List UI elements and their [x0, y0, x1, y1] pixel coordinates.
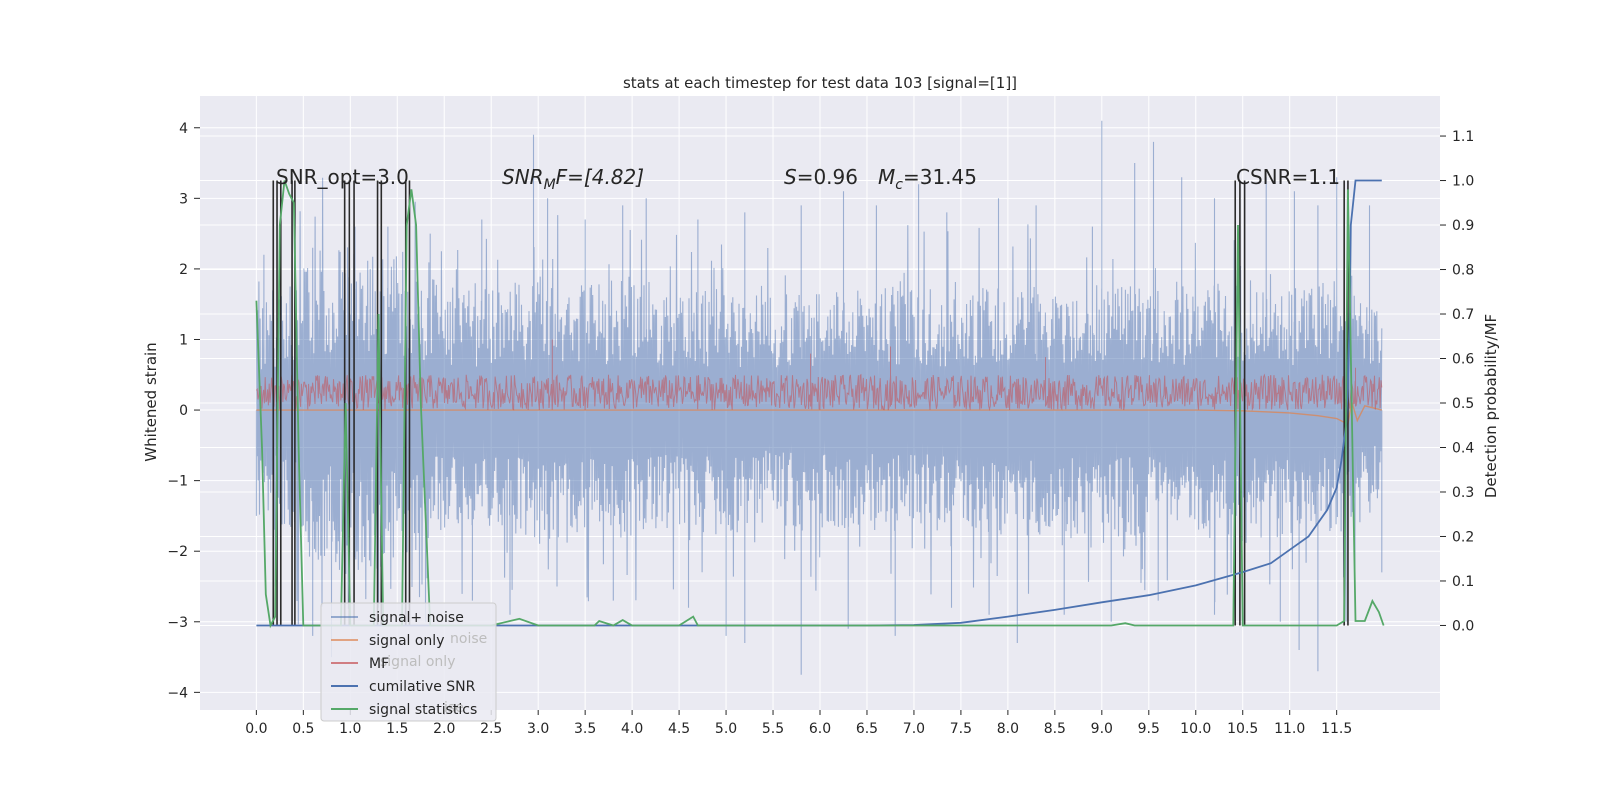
- x-tick-label: 9.5: [1138, 721, 1160, 737]
- legend-box: [320, 602, 497, 722]
- x-tick-label: 1.0: [339, 721, 361, 737]
- y2-tick-label: 1.0: [1452, 174, 1474, 190]
- y2-ticks: 1.1 1.0 0.9 0.8 0.7 0.6 0.5 0.4 0.3 0.2 0.1 0.0: [1440, 129, 1474, 634]
- y-tick-label: 1: [179, 332, 188, 348]
- legend-label-signal-statistics: signal statistics: [369, 702, 477, 718]
- y-tick-label: −3: [167, 615, 188, 631]
- legend-label-mf: MF: [369, 656, 389, 672]
- y2-tick-label: 0.4: [1452, 440, 1474, 456]
- legend-label-signal-noise: signal+ noise: [369, 610, 464, 626]
- x-tick-label: 8.0: [997, 721, 1019, 737]
- y-tick-label: −2: [167, 544, 188, 560]
- x-tick-label: 8.5: [1044, 721, 1066, 737]
- x-tick-label: 2.5: [480, 721, 502, 737]
- x-tick-label: 3.0: [527, 721, 549, 737]
- cumilative-snr-line: [256, 179, 1382, 627]
- x-tick-label: 2.0: [433, 721, 455, 737]
- annotation-csnr: CSNR=1.1: [1236, 165, 1340, 189]
- legend-ghost-text: signal only: [380, 654, 455, 670]
- x-tick-label: 10.0: [1180, 721, 1211, 737]
- annotation-snr-mf: SNRMF=[4.82]: [502, 165, 644, 193]
- y-tick-label: 0: [179, 403, 188, 419]
- x-tick-label: 5.5: [762, 721, 784, 737]
- x-tick-label: 11.5: [1321, 721, 1352, 737]
- y-tick-label: −1: [167, 474, 188, 490]
- annotation-snr-opt: SNR_opt=3.0: [276, 165, 409, 189]
- legend-ghost-text: noise: [450, 631, 487, 647]
- x-tick-label: 6.0: [809, 721, 831, 737]
- legend-ghost-text: ise: [444, 700, 464, 716]
- x-tick-label: 3.5: [574, 721, 596, 737]
- annotation-s: S=0.96: [784, 165, 858, 189]
- y-tick-label: 3: [179, 191, 188, 207]
- x-tick-label: 0.0: [245, 721, 267, 737]
- y2-tick-label: 1.1: [1452, 129, 1474, 145]
- y-axis-label: Whitened strain: [142, 342, 160, 461]
- y2-tick-label: 0.8: [1452, 263, 1474, 279]
- chart-title: stats at each timestep for test data 103…: [623, 74, 1017, 92]
- signal-noise-line: [255, 120, 1383, 675]
- x-ticks: 0.0 0.5 1.0 1.5 2.0 2.5 3.0 3.5 4.0 4.5 5.0 5.5 6.0 6…: [245, 710, 1352, 737]
- x-tick-label: 0.5: [292, 721, 314, 737]
- legend-label-cumilative-snr: cumilative SNR: [369, 679, 476, 695]
- mf-line: [255, 339, 1383, 412]
- x-tick-label: 5.0: [715, 721, 737, 737]
- y2-tick-label: 0.3: [1452, 485, 1474, 501]
- y2-tick-label: 0.7: [1452, 307, 1474, 323]
- mf-series: [255, 339, 1383, 412]
- line-series: [255, 179, 1385, 629]
- y2-tick-label: 0.9: [1452, 218, 1474, 234]
- annotation-mc: Mc=31.45: [878, 165, 977, 193]
- y-tick-label: 4: [179, 121, 188, 137]
- y2-axis-label: Detection probability/MF: [1482, 314, 1500, 498]
- x-tick-label: 9.0: [1091, 721, 1113, 737]
- x-tick-label: 6.5: [856, 721, 878, 737]
- y-tick-label: −4: [167, 685, 188, 701]
- legend-label-signal-only: signal only: [369, 633, 444, 649]
- y2-tick-label: 0.5: [1452, 396, 1474, 412]
- x-tick-label: 11.0: [1274, 721, 1305, 737]
- signal-statistics-line: [255, 180, 1385, 629]
- y-tick-label: 2: [179, 262, 188, 278]
- y2-tick-label: 0.1: [1452, 574, 1474, 590]
- y2-tick-label: 0.6: [1452, 352, 1474, 368]
- x-tick-label: 4.5: [668, 721, 690, 737]
- y2-tick-label: 0.0: [1452, 618, 1474, 634]
- legend: noise signal only ise signal+ noise sign…: [320, 602, 497, 722]
- signal-only-line: [256, 401, 1382, 426]
- x-tick-label: 7.0: [903, 721, 925, 737]
- y2-tick-label: 0.2: [1452, 529, 1474, 545]
- x-tick-label: 7.5: [950, 721, 972, 737]
- y-ticks: 4 3 2 1 0 −1 −2 −3 −4: [167, 121, 200, 701]
- signal-noise-series: [255, 120, 1383, 675]
- x-tick-label: 10.5: [1227, 721, 1258, 737]
- x-tick-label: 1.5: [386, 721, 408, 737]
- x-tick-label: 4.0: [621, 721, 643, 737]
